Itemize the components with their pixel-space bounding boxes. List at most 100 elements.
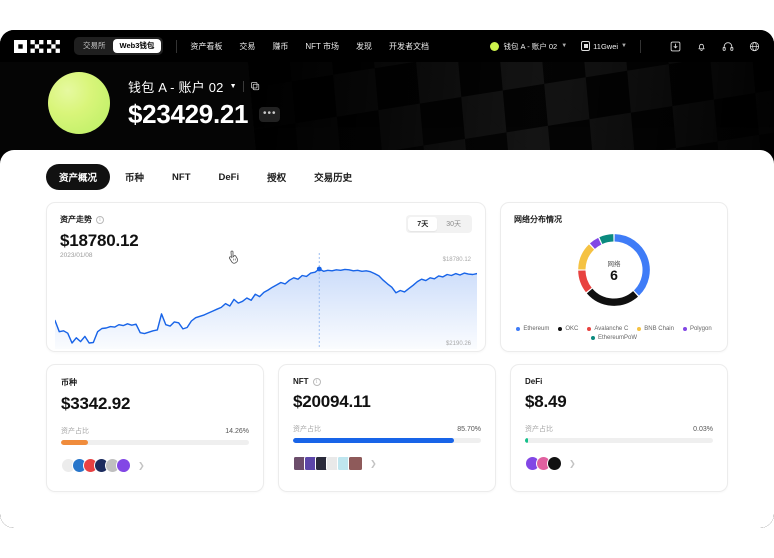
download-icon[interactable] xyxy=(670,41,681,52)
donut-slice-bnb-chain[interactable] xyxy=(578,244,595,270)
summary-card-value: $3342.92 xyxy=(61,394,131,413)
donut-slice-avalanche-c[interactable] xyxy=(578,270,592,293)
summary-card-defi[interactable]: DeFi $8.49 资产占比 0.03% ❯ xyxy=(510,364,728,492)
account-selector[interactable]: 钱包 A - 账户 02 ▼ xyxy=(490,41,567,52)
gas-price-indicator[interactable]: 11Gwei ▼ xyxy=(581,41,627,51)
copy-icon[interactable] xyxy=(250,81,260,91)
asset-trend-title: 资产走势 xyxy=(60,215,92,224)
trend-line-chart-svg[interactable] xyxy=(55,253,477,349)
token-icon-stack[interactable] xyxy=(61,458,131,473)
nft-icon-stack[interactable] xyxy=(293,456,363,471)
gas-price-label: 11Gwei xyxy=(593,41,619,51)
summary-card-tokens[interactable]: 币种 $3342.92 资产占比 14.26% ❯ xyxy=(46,364,264,492)
summary-card-title-row: DeFi xyxy=(525,377,713,386)
chevron-right-icon[interactable]: ❯ xyxy=(370,459,377,468)
summary-card-title-row: 币种 xyxy=(61,377,249,388)
legend-label: Ethereum xyxy=(523,326,550,332)
asset-trend-title-row: 资产走势 i xyxy=(60,214,472,225)
donut-center-title: 网络 xyxy=(607,260,621,268)
donut-slice-okc[interactable] xyxy=(586,288,639,306)
tab-asset-overview[interactable]: 资产概况 xyxy=(46,164,111,190)
summary-progress-bar xyxy=(61,440,249,445)
hero-divider xyxy=(242,80,244,92)
globe-icon[interactable] xyxy=(749,41,760,52)
nav-link-assets[interactable]: 资产看板 xyxy=(190,41,223,51)
more-options-button[interactable]: ••• xyxy=(259,106,281,122)
tab-tokens[interactable]: 币种 xyxy=(125,173,145,184)
nav-links: 资产看板 交易 赚币 NFT 市场 发现 开发者文档 xyxy=(190,41,429,52)
donut-slice-ethereumpow[interactable] xyxy=(599,234,614,245)
chevron-right-icon[interactable]: ❯ xyxy=(569,459,576,468)
nav-link-earn[interactable]: 赚币 xyxy=(272,41,289,51)
info-icon[interactable]: i xyxy=(312,377,321,386)
network-donut-chart[interactable]: 网络 6 xyxy=(575,231,653,309)
range-option-7d[interactable]: 7天 xyxy=(408,217,438,231)
summary-ratio-label: 资产占比 xyxy=(525,426,553,433)
donut-center-label: 网络 6 xyxy=(575,231,653,309)
nav-link-discover[interactable]: 发现 xyxy=(356,41,373,51)
tab-approvals[interactable]: 授权 xyxy=(267,173,287,184)
wallet-account-name: 钱包 A - 账户 02 xyxy=(128,79,224,95)
donut-slice-ethereum[interactable] xyxy=(614,234,650,296)
segment-exchange[interactable]: 交易所 xyxy=(83,41,106,50)
wallet-avatar[interactable] xyxy=(48,72,110,134)
range-toggle: 7天 30天 xyxy=(406,215,472,233)
summary-card-nft[interactable]: NFT i $20094.11 资产占比 85.70% ❯ xyxy=(278,364,496,492)
summary-ratio-label: 资产占比 xyxy=(293,426,321,433)
chevron-down-icon: ▼ xyxy=(621,43,627,49)
nav-link-nft-market[interactable]: NFT 市场 xyxy=(305,41,340,51)
legend-item-bnb-chain: BNB Chain xyxy=(637,326,674,332)
headset-icon[interactable] xyxy=(722,41,734,52)
summary-card-title: NFT xyxy=(293,377,309,386)
nft-icon-row[interactable]: ❯ xyxy=(293,456,481,471)
summary-ratio-value: 85.70% xyxy=(457,426,481,433)
legend-item-okc: OKC xyxy=(558,326,578,332)
network-donut-svg[interactable] xyxy=(575,231,653,309)
nft-thumb-6 xyxy=(348,456,363,471)
summary-ratio-value: 14.26% xyxy=(225,428,249,435)
legend-item-ethereumpow: EthereumPoW xyxy=(590,335,637,341)
gas-icon xyxy=(581,41,591,51)
asset-trend-card: 资产走势 i $18780.12 2023/01/08 7天 30天 xyxy=(46,202,486,352)
nav-link-developer-docs[interactable]: 开发者文档 xyxy=(389,41,430,51)
chevron-right-icon[interactable]: ❯ xyxy=(138,461,145,470)
polygon-token-icon xyxy=(116,458,131,473)
bell-icon[interactable] xyxy=(696,41,707,52)
range-option-30d[interactable]: 30天 xyxy=(446,221,461,228)
account-avatar-dot xyxy=(490,41,500,51)
nav-link-trade[interactable]: 交易 xyxy=(239,41,256,51)
donut-slice-polygon[interactable] xyxy=(589,237,602,249)
nav-divider xyxy=(176,39,178,53)
summary-card-title-row: NFT i xyxy=(293,377,481,386)
summary-card-value: $20094.11 xyxy=(293,392,371,411)
summary-progress-bar xyxy=(525,438,713,443)
legend-label: Polygon xyxy=(689,326,712,332)
summary-card-value: $8.49 xyxy=(525,392,567,411)
product-switcher[interactable]: 交易所 Web3钱包 xyxy=(74,37,164,55)
account-selector-label: 钱包 A - 账户 02 xyxy=(503,41,558,51)
token-icon-row[interactable]: ❯ xyxy=(61,458,249,473)
nav-divider-2 xyxy=(640,39,641,53)
chart-axis-max-label: $18780.12 xyxy=(442,257,471,263)
app-window: 交易所 Web3钱包 资产看板 交易 赚币 NFT 市场 发现 开发者文档 钱包… xyxy=(0,30,774,528)
tab-nft[interactable]: NFT xyxy=(172,171,191,183)
network-distribution-card: 网络分布情况 网络 6 Ethereum xyxy=(500,202,728,352)
okx-logo[interactable] xyxy=(14,39,60,53)
summary-progress-fill xyxy=(61,440,88,445)
tab-defi[interactable]: DeFi xyxy=(218,171,240,183)
asset-trend-chart[interactable]: $18780.12 $2190.26 xyxy=(55,253,477,349)
summary-card-title: DeFi xyxy=(525,377,543,386)
info-icon[interactable]: i xyxy=(96,215,104,224)
chevron-down-icon[interactable]: ▼ xyxy=(229,82,237,90)
nav-right-area: 钱包 A - 账户 02 ▼ 11Gwei ▼ xyxy=(490,39,760,53)
segment-web3-wallet[interactable]: Web3钱包 xyxy=(112,39,162,53)
defi-icon-stack[interactable] xyxy=(525,456,562,471)
network-card-title: 网络分布情况 xyxy=(514,215,562,224)
summary-ratio-value: 0.03% xyxy=(693,426,713,433)
summary-ratio-label: 资产占比 xyxy=(61,428,89,435)
legend-item-polygon: Polygon xyxy=(682,326,712,332)
asset-trend-value: $18780.12 xyxy=(60,231,139,250)
chart-axis-min-label: $2190.26 xyxy=(445,341,471,347)
tab-transaction-history[interactable]: 交易历史 xyxy=(314,173,353,184)
defi-icon-row[interactable]: ❯ xyxy=(525,456,713,471)
